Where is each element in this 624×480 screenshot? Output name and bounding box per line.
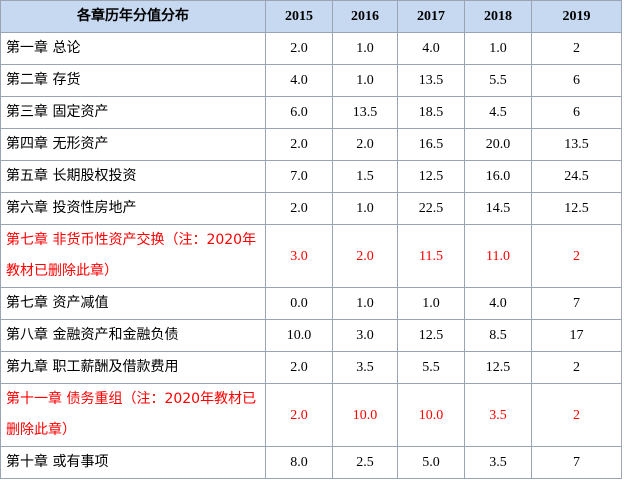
score-cell: 2.0 xyxy=(332,224,398,288)
score-cell: 12.5 xyxy=(397,160,465,193)
score-cell: 24.5 xyxy=(531,160,622,193)
score-cell: 11.0 xyxy=(464,224,532,288)
score-cell: 4.0 xyxy=(397,32,465,65)
table-row: 第十章 或有事项 8.0 2.5 5.0 3.5 7 xyxy=(0,446,622,479)
score-cell: 1.0 xyxy=(332,32,398,65)
chapter-cell: 第一章 总论 xyxy=(0,32,266,65)
chapter-cell: 第三章 固定资产 xyxy=(0,96,266,129)
score-cell: 1.5 xyxy=(332,160,398,193)
score-cell: 2.5 xyxy=(332,446,398,479)
score-cell: 4.0 xyxy=(464,287,532,320)
table-body: 第一章 总论 2.0 1.0 4.0 1.0 2 第二章 存货 4.0 1.0 13.5 5.5 6 第… xyxy=(0,32,622,479)
score-cell: 12.5 xyxy=(531,192,622,225)
score-cell: 3.5 xyxy=(464,383,532,447)
table-row: 第一章 总论 2.0 1.0 4.0 1.0 2 xyxy=(0,32,622,65)
score-cell: 5.0 xyxy=(397,446,465,479)
header-cell: 各章历年分值分布 xyxy=(0,0,266,33)
header-cell: 2018 xyxy=(464,0,532,33)
table-row: 第八章 金融资产和金融负债 10.0 3.0 12.5 8.5 17 xyxy=(0,319,622,352)
score-cell: 6 xyxy=(531,64,622,97)
score-cell: 3.5 xyxy=(332,351,398,384)
chapter-cell: 第十章 或有事项 xyxy=(0,446,266,479)
score-cell: 10.0 xyxy=(397,383,465,447)
table-row: 第四章 无形资产 2.0 2.0 16.5 20.0 13.5 xyxy=(0,128,622,161)
header-cell: 2015 xyxy=(265,0,333,33)
header-row: 各章历年分值分布 2015 2016 2017 2018 2019 xyxy=(0,0,622,33)
header-cell: 2017 xyxy=(397,0,465,33)
chapter-cell: 第八章 金融资产和金融负债 xyxy=(0,319,266,352)
score-cell: 18.5 xyxy=(397,96,465,129)
score-cell: 1.0 xyxy=(332,287,398,320)
score-cell: 2.0 xyxy=(265,192,333,225)
table-row: 第七章 非货币性资产交换（注：2020年教材已删除此章） 3.0 2.0 11.5 11… xyxy=(0,224,622,288)
table-row: 第五章 长期股权投资 7.0 1.5 12.5 16.0 24.5 xyxy=(0,160,622,193)
header-cell: 2016 xyxy=(332,0,398,33)
table-row: 第七章 资产减值 0.0 1.0 1.0 4.0 7 xyxy=(0,287,622,320)
score-cell: 7 xyxy=(531,287,622,320)
score-cell: 4.5 xyxy=(464,96,532,129)
score-cell: 4.0 xyxy=(265,64,333,97)
score-cell: 14.5 xyxy=(464,192,532,225)
score-cell: 8.0 xyxy=(265,446,333,479)
score-cell: 6 xyxy=(531,96,622,129)
score-cell: 3.5 xyxy=(464,446,532,479)
score-cell: 7 xyxy=(531,446,622,479)
score-cell: 2 xyxy=(531,383,622,447)
table-row: 第二章 存货 4.0 1.0 13.5 5.5 6 xyxy=(0,64,622,97)
chapter-cell: 第七章 非货币性资产交换（注：2020年教材已删除此章） xyxy=(0,224,266,288)
score-cell: 11.5 xyxy=(397,224,465,288)
chapter-cell: 第七章 资产减值 xyxy=(0,287,266,320)
chapter-cell: 第二章 存货 xyxy=(0,64,266,97)
chapter-cell: 第五章 长期股权投资 xyxy=(0,160,266,193)
chapter-cell: 第六章 投资性房地产 xyxy=(0,192,266,225)
table-row: 第十一章 债务重组（注：2020年教材已删除此章） 2.0 10.0 10.0 3.5 2 xyxy=(0,383,622,447)
score-cell: 0.0 xyxy=(265,287,333,320)
score-cell: 1.0 xyxy=(332,192,398,225)
score-cell: 13.5 xyxy=(531,128,622,161)
score-cell: 2.0 xyxy=(265,383,333,447)
score-cell: 7.0 xyxy=(265,160,333,193)
score-cell: 17 xyxy=(531,319,622,352)
chapter-cell: 第九章 职工薪酬及借款费用 xyxy=(0,351,266,384)
score-cell: 2 xyxy=(531,224,622,288)
header-cell: 2019 xyxy=(531,0,622,33)
score-cell: 5.5 xyxy=(397,351,465,384)
score-cell: 20.0 xyxy=(464,128,532,161)
score-cell: 3.0 xyxy=(332,319,398,352)
score-cell: 2.0 xyxy=(265,128,333,161)
score-cell: 12.5 xyxy=(397,319,465,352)
score-cell: 2.0 xyxy=(332,128,398,161)
score-cell: 5.5 xyxy=(464,64,532,97)
score-cell: 2 xyxy=(531,32,622,65)
score-cell: 8.5 xyxy=(464,319,532,352)
table-row: 第三章 固定资产 6.0 13.5 18.5 4.5 6 xyxy=(0,96,622,129)
chapter-cell: 第十一章 债务重组（注：2020年教材已删除此章） xyxy=(0,383,266,447)
score-cell: 6.0 xyxy=(265,96,333,129)
score-cell: 1.0 xyxy=(397,287,465,320)
score-cell: 2 xyxy=(531,351,622,384)
score-cell: 1.0 xyxy=(464,32,532,65)
score-cell: 16.5 xyxy=(397,128,465,161)
score-cell: 2.0 xyxy=(265,32,333,65)
score-cell: 3.0 xyxy=(265,224,333,288)
score-cell: 16.0 xyxy=(464,160,532,193)
score-cell: 1.0 xyxy=(332,64,398,97)
table-row: 第九章 职工薪酬及借款费用 2.0 3.5 5.5 12.5 2 xyxy=(0,351,622,384)
score-cell: 13.5 xyxy=(397,64,465,97)
score-cell: 2.0 xyxy=(265,351,333,384)
score-cell: 22.5 xyxy=(397,192,465,225)
table-row: 第六章 投资性房地产 2.0 1.0 22.5 14.5 12.5 xyxy=(0,192,622,225)
score-cell: 10.0 xyxy=(332,383,398,447)
score-cell: 13.5 xyxy=(332,96,398,129)
score-cell: 12.5 xyxy=(464,351,532,384)
score-cell: 10.0 xyxy=(265,319,333,352)
chapter-cell: 第四章 无形资产 xyxy=(0,128,266,161)
